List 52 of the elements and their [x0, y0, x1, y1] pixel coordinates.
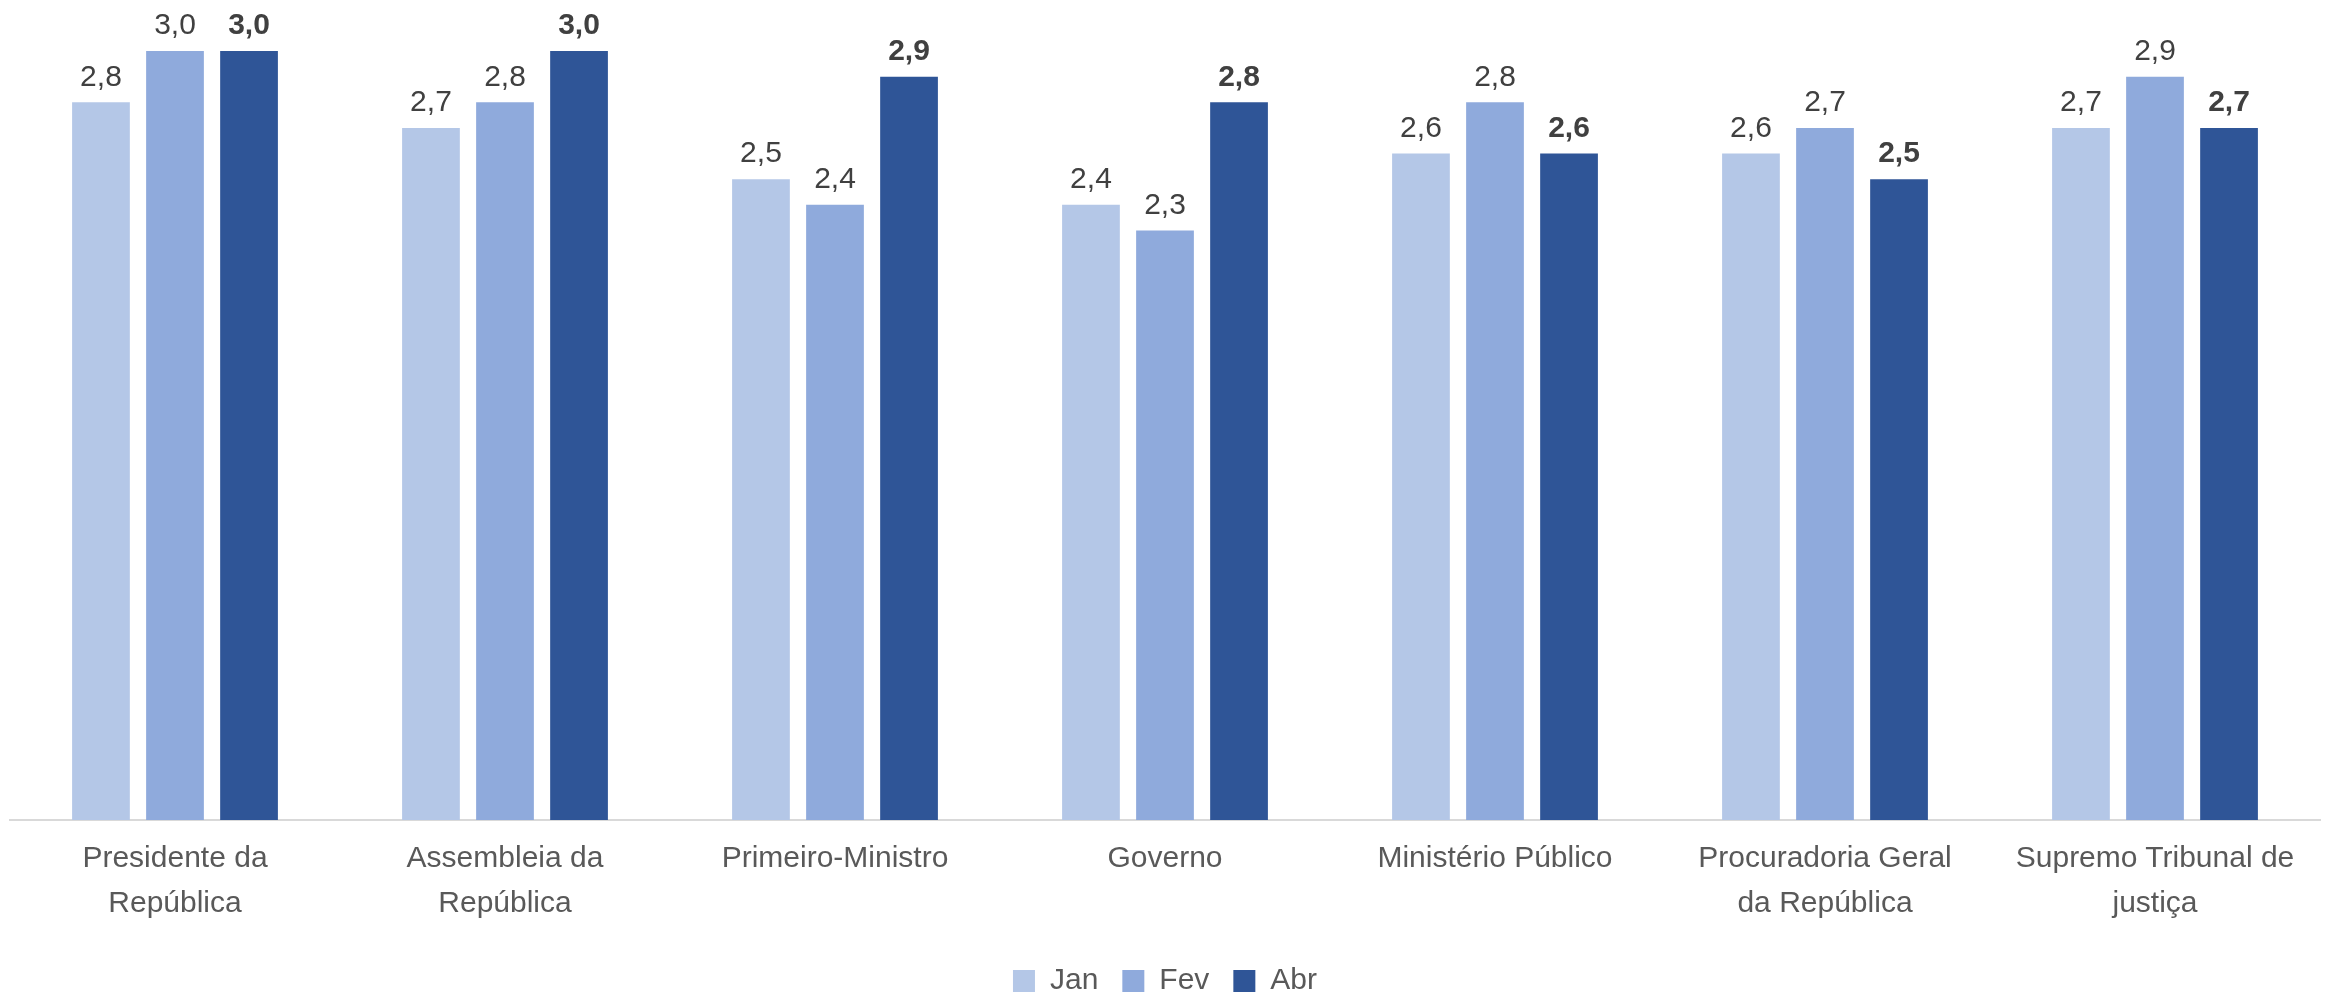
x-tick-label: Ministério Público — [1377, 839, 1613, 873]
data-label: 2,7 — [410, 84, 452, 118]
legend-label: Fev — [1159, 962, 1210, 996]
bar — [880, 76, 938, 820]
x-tick-label: Supremo Tribunal de justiça — [2015, 839, 2295, 918]
bar — [1540, 153, 1598, 820]
bar — [1870, 179, 1928, 820]
data-label: 2,5 — [1878, 135, 1920, 169]
data-label: 2,7 — [1804, 84, 1846, 118]
data-label: 3,0 — [154, 7, 196, 41]
bar — [1796, 127, 1854, 820]
data-label: 2,3 — [1144, 186, 1186, 220]
data-label: 2,5 — [740, 135, 782, 169]
bar — [72, 102, 130, 820]
bar — [1722, 153, 1780, 820]
data-label: 3,0 — [558, 7, 600, 41]
x-tick-label: Presidente da República — [82, 839, 268, 918]
bar — [146, 51, 204, 820]
bar — [402, 127, 460, 820]
data-label: 2,6 — [1730, 109, 1772, 143]
data-label: 2,6 — [1400, 109, 1442, 143]
data-label: 2,8 — [1218, 58, 1260, 92]
bar — [1392, 153, 1450, 820]
data-label: 2,4 — [1070, 161, 1112, 195]
bar — [220, 51, 278, 820]
data-label: 3,0 — [228, 7, 270, 41]
data-label: 2,4 — [814, 161, 856, 195]
x-tick-label: Assembleia da República — [406, 839, 604, 918]
bar — [1062, 204, 1120, 820]
bar — [2126, 76, 2184, 820]
data-label: 2,9 — [888, 32, 930, 66]
data-label: 2,8 — [1474, 58, 1516, 92]
x-tick-label: Governo — [1107, 839, 1223, 873]
bar — [476, 102, 534, 820]
bar — [2200, 127, 2258, 820]
data-label: 2,8 — [484, 58, 526, 92]
data-label: 2,7 — [2208, 84, 2250, 118]
bar — [806, 204, 864, 820]
x-tick-label: Procuradoria Geral da República — [1698, 839, 1952, 918]
bar — [550, 51, 608, 820]
data-label: 2,8 — [80, 58, 122, 92]
data-label: 2,7 — [2060, 84, 2102, 118]
bar — [1466, 102, 1524, 820]
bar — [732, 179, 790, 820]
bar — [1210, 102, 1268, 820]
data-label: 2,9 — [2134, 32, 2176, 66]
legend-label: Abr — [1270, 962, 1318, 996]
data-label: 2,6 — [1548, 109, 1590, 143]
legend-label: Jan — [1049, 962, 1099, 996]
bar — [2052, 127, 2110, 820]
bar — [1136, 230, 1194, 820]
x-tick-label: Primeiro-Ministro — [721, 839, 949, 873]
